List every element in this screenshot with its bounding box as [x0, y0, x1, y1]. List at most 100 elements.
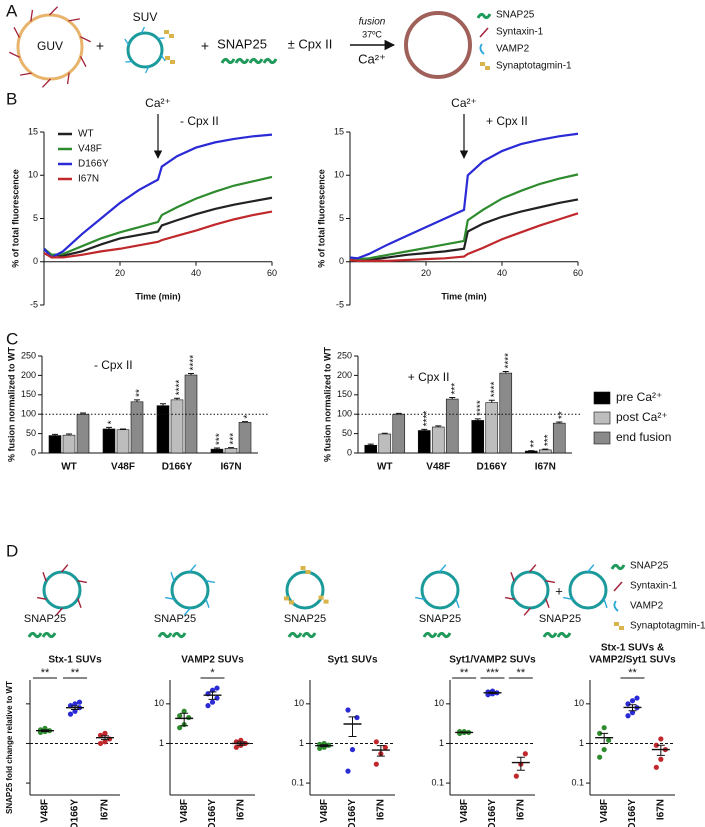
x-tick-label: WT — [61, 462, 77, 473]
bar — [499, 372, 513, 454]
significance: *** — [450, 383, 461, 395]
data-point — [457, 728, 463, 735]
protein — [68, 18, 80, 22]
ca-label: Ca²⁺ — [358, 51, 386, 66]
snap25-icon — [301, 631, 317, 639]
significance: ** — [135, 389, 146, 397]
y-tick-label: 0.1 — [431, 777, 444, 787]
error-bar — [228, 447, 234, 449]
y-tick-label: 100 — [21, 409, 36, 419]
protein — [20, 72, 32, 76]
x-tick-label: 60 — [573, 268, 583, 278]
legend-label: VAMP2 — [630, 601, 664, 612]
protein — [140, 26, 146, 34]
data-point — [658, 736, 664, 742]
protein — [587, 564, 595, 573]
x-axis-label: Time (min) — [441, 291, 486, 301]
x-tick-label: D166Y — [70, 799, 81, 827]
y-tick-label: 10 — [334, 170, 344, 180]
protein — [455, 598, 460, 608]
y-tick-label: 150 — [337, 389, 352, 399]
data-point — [97, 740, 104, 747]
snap25-label: SNAP25 — [284, 613, 326, 625]
data-point — [653, 742, 659, 748]
data-point — [345, 707, 351, 713]
data-point — [67, 711, 74, 717]
x-tick-label: D166Y — [207, 799, 218, 827]
y-tick-label: 10 — [434, 698, 444, 708]
plus: + — [96, 38, 104, 54]
significance: * — [210, 667, 215, 679]
panel-label: D — [6, 541, 18, 560]
protein — [523, 607, 531, 616]
legend-swatch — [593, 391, 611, 405]
error-bar — [600, 732, 609, 744]
data-point — [67, 703, 74, 709]
x-tick-label: 40 — [497, 268, 507, 278]
snap25-icon — [234, 57, 250, 65]
y-axis-label: % of total fluorescence — [10, 169, 20, 268]
bar — [538, 449, 552, 454]
protein — [505, 596, 515, 601]
y-tick-label: 5 — [33, 213, 38, 223]
snap25-label: SNAP25 — [539, 613, 581, 625]
chart-title: Syt1 SUVs — [327, 655, 377, 666]
y-tick-label: 0.1 — [571, 777, 584, 787]
significance: ** — [71, 667, 80, 679]
bar — [378, 433, 392, 454]
x-tick-label: I67N — [100, 799, 111, 820]
x-tick-label: 60 — [267, 268, 277, 278]
data-point — [373, 739, 379, 745]
data-point — [214, 695, 220, 701]
cpx-label: ± Cpx II — [288, 36, 333, 51]
error-bar — [134, 399, 140, 402]
series-line — [349, 198, 579, 262]
snap25-icon — [422, 631, 438, 639]
error-bar — [488, 691, 497, 694]
protein — [439, 564, 447, 573]
error-bar — [174, 397, 180, 400]
panel-label: A — [6, 1, 18, 20]
bar — [102, 428, 116, 454]
y-tick-label: 0 — [339, 256, 344, 266]
syt-icon — [169, 34, 174, 38]
panel-label: C — [6, 329, 18, 348]
syt-icon — [614, 622, 619, 626]
legend-label: V48F — [78, 144, 102, 155]
temp-label: 37ºC — [362, 29, 382, 39]
snap25-icon — [610, 563, 626, 571]
data-point — [625, 701, 631, 707]
y-tick-label: -5 — [336, 299, 344, 309]
y-axis-label: % fusion normalized to WT — [6, 347, 16, 462]
protein — [545, 598, 550, 608]
protein — [563, 596, 573, 601]
x-tick-label: WT — [377, 462, 393, 473]
syt-icon — [480, 62, 485, 66]
error-bar — [502, 371, 509, 374]
bar — [156, 405, 170, 454]
y-tick-label: 1 — [579, 738, 584, 748]
snap25-label: SNAP25 — [217, 36, 267, 51]
data-point — [181, 708, 187, 714]
y-tick-label: 150 — [21, 389, 36, 399]
protein — [160, 54, 166, 62]
error-bar — [542, 448, 549, 450]
syntaxin-icon — [613, 581, 623, 592]
data-point — [76, 699, 83, 705]
significance: ** — [628, 667, 637, 679]
suv — [568, 570, 608, 610]
significance: * — [107, 420, 118, 424]
x-tick-label: D166Y — [487, 799, 498, 827]
error-bar — [656, 744, 665, 756]
y-axis-label: % fusion normalized to WT — [322, 347, 332, 462]
series-line — [43, 210, 273, 259]
x-tick-label: V48F — [319, 799, 330, 823]
x-tick-label: 40 — [191, 268, 201, 278]
y-tick-label: 200 — [337, 370, 352, 380]
y-tick-label: 50 — [342, 428, 352, 438]
y-tick-label: 200 — [21, 370, 36, 380]
significance: ** — [557, 411, 568, 419]
protein — [170, 572, 175, 582]
error-bar — [180, 712, 189, 727]
